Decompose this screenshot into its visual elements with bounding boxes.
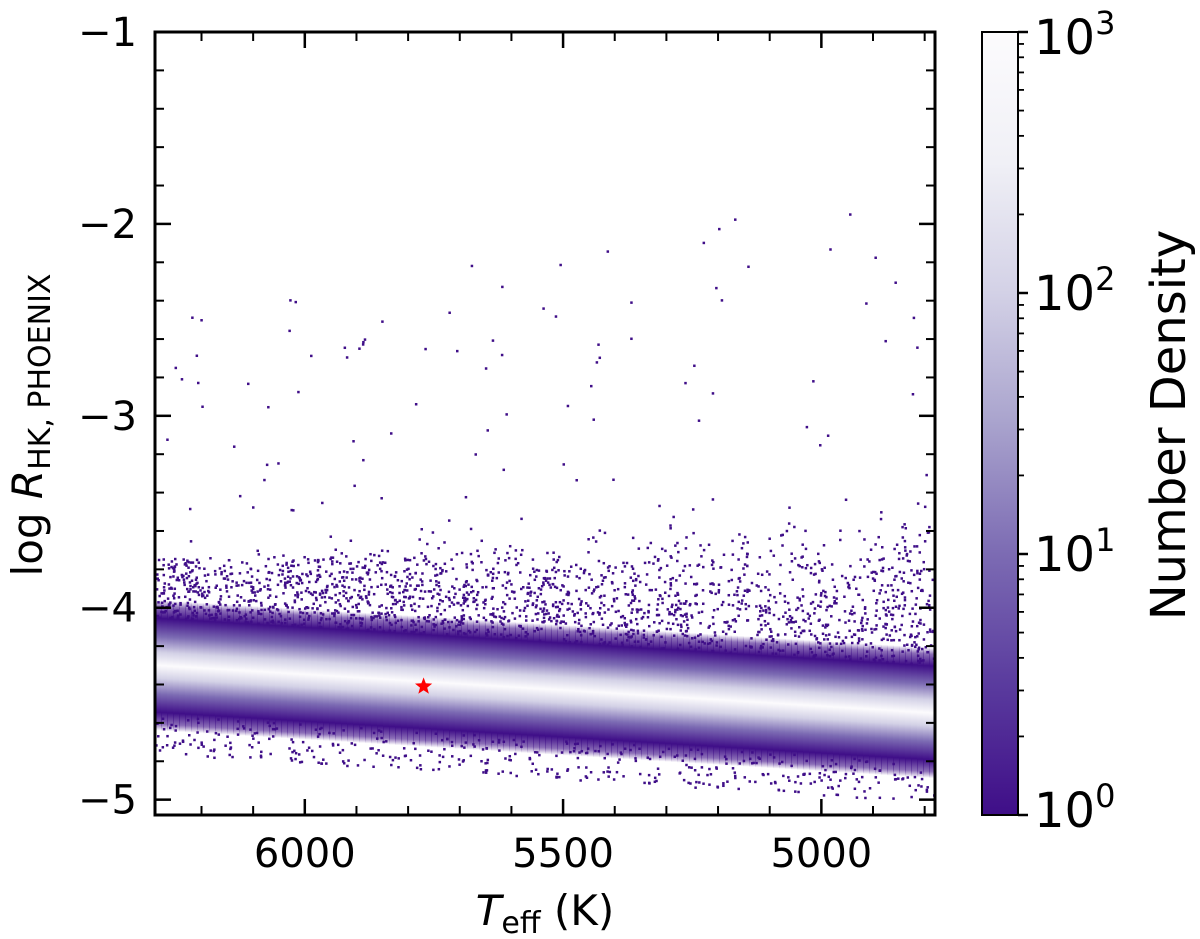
marker-layer [415, 677, 433, 694]
colorbar-ticks: 100 101 102 103 [1018, 4, 1115, 839]
y-tick-label: −4 [78, 586, 137, 632]
x-axis: 6000 5500 5000 [200, 32, 926, 877]
density-band [155, 600, 935, 779]
x-label-main: T [476, 886, 505, 935]
y-label-sub: HK, PHOENIX [23, 274, 58, 470]
x-label-unit: (K) [541, 886, 615, 935]
x-label-sub: eff [501, 906, 541, 939]
colorbar [981, 31, 1019, 816]
density-layer [155, 213, 935, 800]
y-tick-label: −5 [78, 778, 137, 824]
x-tick-label: 6000 [254, 831, 356, 877]
y-tick-label: −3 [78, 394, 137, 440]
y-axis-label: log RHK, PHOENIX [3, 274, 58, 577]
colorbar-tick-label: 103 [1034, 4, 1115, 66]
x-axis-label: Teff (K) [476, 886, 614, 939]
x-tick-label: 5000 [770, 831, 872, 877]
y-tick-label: −1 [78, 10, 137, 56]
marker-star [415, 677, 433, 694]
colorbar-tick-label: 101 [1034, 521, 1115, 583]
y-label-prefix: log [3, 499, 52, 576]
y-axis: −1 −2 −3 −4 −5 [78, 10, 935, 824]
x-tick-label: 5500 [512, 831, 614, 877]
plot-frame [153, 30, 937, 817]
y-tick-label: −2 [78, 202, 137, 248]
colorbar-tick-label: 102 [1034, 260, 1115, 322]
colorbar-minor-ticks [1018, 43, 1024, 738]
y-label-main: R [3, 470, 52, 499]
colorbar-label: Number Density [1141, 230, 1197, 621]
colorbar-tick-label: 100 [1034, 777, 1115, 839]
density-scatter [155, 213, 935, 800]
